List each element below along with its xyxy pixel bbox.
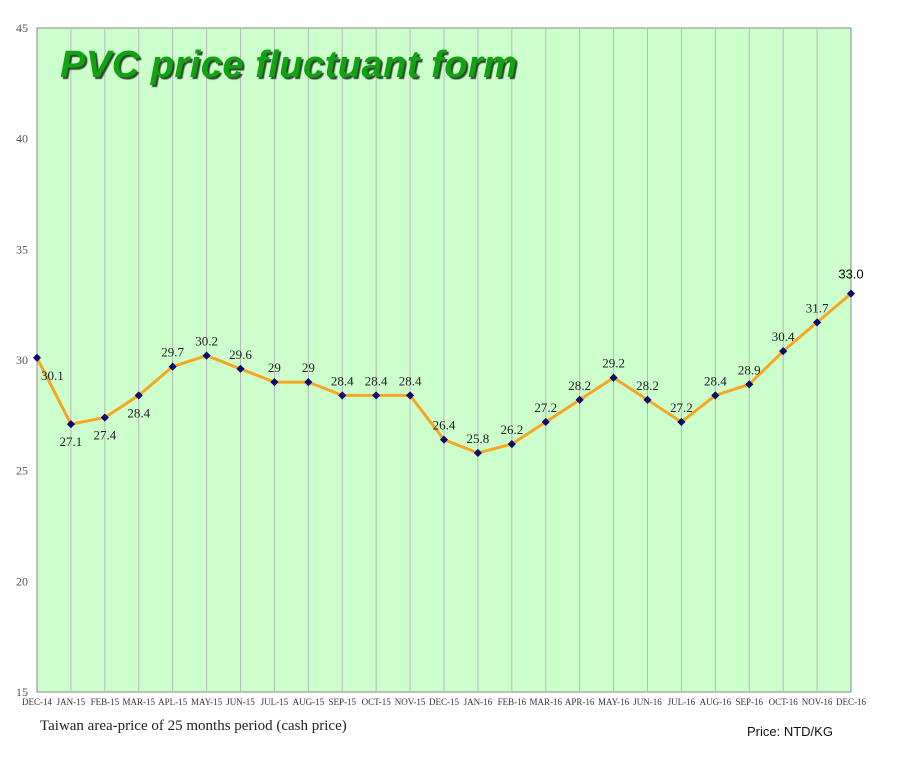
- x-tick-label: APR-16: [565, 697, 595, 707]
- data-label: 26.4: [433, 418, 456, 433]
- data-label: 28.2: [568, 378, 591, 393]
- y-tick-label: 20: [16, 574, 28, 588]
- data-label: 33.0: [838, 267, 863, 282]
- x-tick-label: MAR-15: [122, 697, 155, 707]
- x-tick-label: MAR-16: [529, 697, 562, 707]
- data-point: [338, 391, 347, 400]
- data-label: 30.1: [41, 368, 64, 383]
- chart-caption: Taiwan area-price of 25 months period (c…: [40, 718, 347, 734]
- data-labels: 30.1 27.1 27.4 28.4 29.7 30.2 29.6 29 29 28.4 28.4…: [41, 267, 864, 450]
- x-tick-label: MAY-16: [598, 697, 630, 707]
- data-point: [168, 362, 177, 371]
- x-tick-label: SEP-16: [735, 697, 763, 707]
- data-point: [575, 395, 584, 404]
- x-tick-label: JAN-15: [57, 697, 86, 707]
- unit-label: Price: NTD/KG: [747, 724, 833, 739]
- x-tick-label: FEB-16: [498, 697, 527, 707]
- data-points: [32, 289, 856, 458]
- data-point: [677, 417, 686, 427]
- x-tick-label: JUL-15: [261, 697, 289, 707]
- y-tick-label: 35: [16, 242, 28, 256]
- data-point: [711, 391, 720, 400]
- data-point: [32, 353, 42, 362]
- data-label: 29.6: [229, 347, 252, 362]
- data-label: 27.2: [534, 400, 557, 415]
- data-point: [507, 439, 516, 449]
- data-label: 28.4: [399, 373, 422, 388]
- y-tick-label: 30: [16, 353, 28, 367]
- x-tick-label: AUG-15: [293, 697, 325, 707]
- x-tick-label: OCT-15: [362, 697, 392, 707]
- data-label: 30.2: [195, 334, 218, 349]
- data-label: 26.2: [500, 422, 523, 437]
- x-tick-label: DEC-14: [22, 697, 52, 707]
- data-point: [812, 318, 822, 327]
- data-point: [202, 351, 211, 360]
- data-label: 28.4: [127, 405, 150, 420]
- data-point: [439, 435, 449, 444]
- data-label: 29.2: [602, 356, 625, 371]
- x-tick-label: JUN-16: [633, 697, 662, 707]
- data-point: [134, 391, 143, 400]
- y-tick-label: 45: [16, 21, 28, 35]
- x-tick-label: NOV-16: [802, 697, 833, 707]
- y-tick-label: 40: [16, 132, 28, 146]
- data-label: 25.8: [467, 431, 490, 446]
- data-label: 31.7: [806, 300, 829, 315]
- x-tick-label: JAN-16: [464, 697, 493, 707]
- data-point: [745, 380, 754, 389]
- x-tick-label: OCT-16: [769, 697, 799, 707]
- x-tick-label: APL-15: [158, 697, 187, 707]
- x-tick-label: MAY-15: [191, 697, 223, 707]
- y-tick-label: 25: [16, 464, 28, 478]
- data-point: [473, 448, 483, 458]
- data-label: 27.2: [670, 400, 693, 415]
- data-point: [779, 346, 788, 356]
- data-point: [100, 413, 109, 422]
- data-label: 30.4: [772, 329, 795, 344]
- data-label: 28.2: [636, 378, 659, 393]
- data-label: 29: [268, 360, 281, 375]
- data-point: [405, 391, 415, 400]
- y-axis: 15 20 25 30 35 40 45: [16, 21, 28, 699]
- x-tick-label: NOV-15: [395, 697, 426, 707]
- data-label: 29.7: [161, 345, 184, 360]
- data-point: [643, 395, 652, 404]
- data-point: [846, 289, 856, 298]
- data-label: 28.4: [365, 373, 388, 388]
- x-tick-label: DEC-15: [429, 697, 459, 707]
- data-label: 29: [302, 360, 315, 375]
- data-point: [541, 417, 550, 427]
- data-point: [236, 364, 245, 374]
- data-point: [66, 420, 76, 429]
- y-tick-label: 15: [16, 685, 28, 699]
- x-tick-label: DEC-16: [836, 697, 866, 707]
- data-point: [609, 373, 618, 382]
- data-label: 28.4: [331, 373, 354, 388]
- data-label: 28.9: [738, 362, 761, 377]
- data-label: 27.1: [60, 434, 83, 449]
- x-axis: DEC-14 JAN-15 FEB-15 MAR-15 APL-15 MAY-15 JUN-…: [22, 697, 866, 707]
- x-tick-label: AUG-16: [700, 697, 732, 707]
- x-tick-label: JUN-15: [226, 697, 255, 707]
- data-point: [372, 391, 381, 400]
- grid-lines: [70, 28, 818, 692]
- data-point: [270, 377, 279, 387]
- chart-title: PVC price fluctuant form: [60, 44, 518, 86]
- x-tick-label: JUL-16: [668, 697, 696, 707]
- data-point: [304, 377, 313, 387]
- data-label: 28.4: [704, 373, 727, 388]
- data-label: 27.4: [93, 428, 116, 443]
- x-tick-label: FEB-15: [91, 697, 120, 707]
- x-tick-label: SEP-15: [328, 697, 356, 707]
